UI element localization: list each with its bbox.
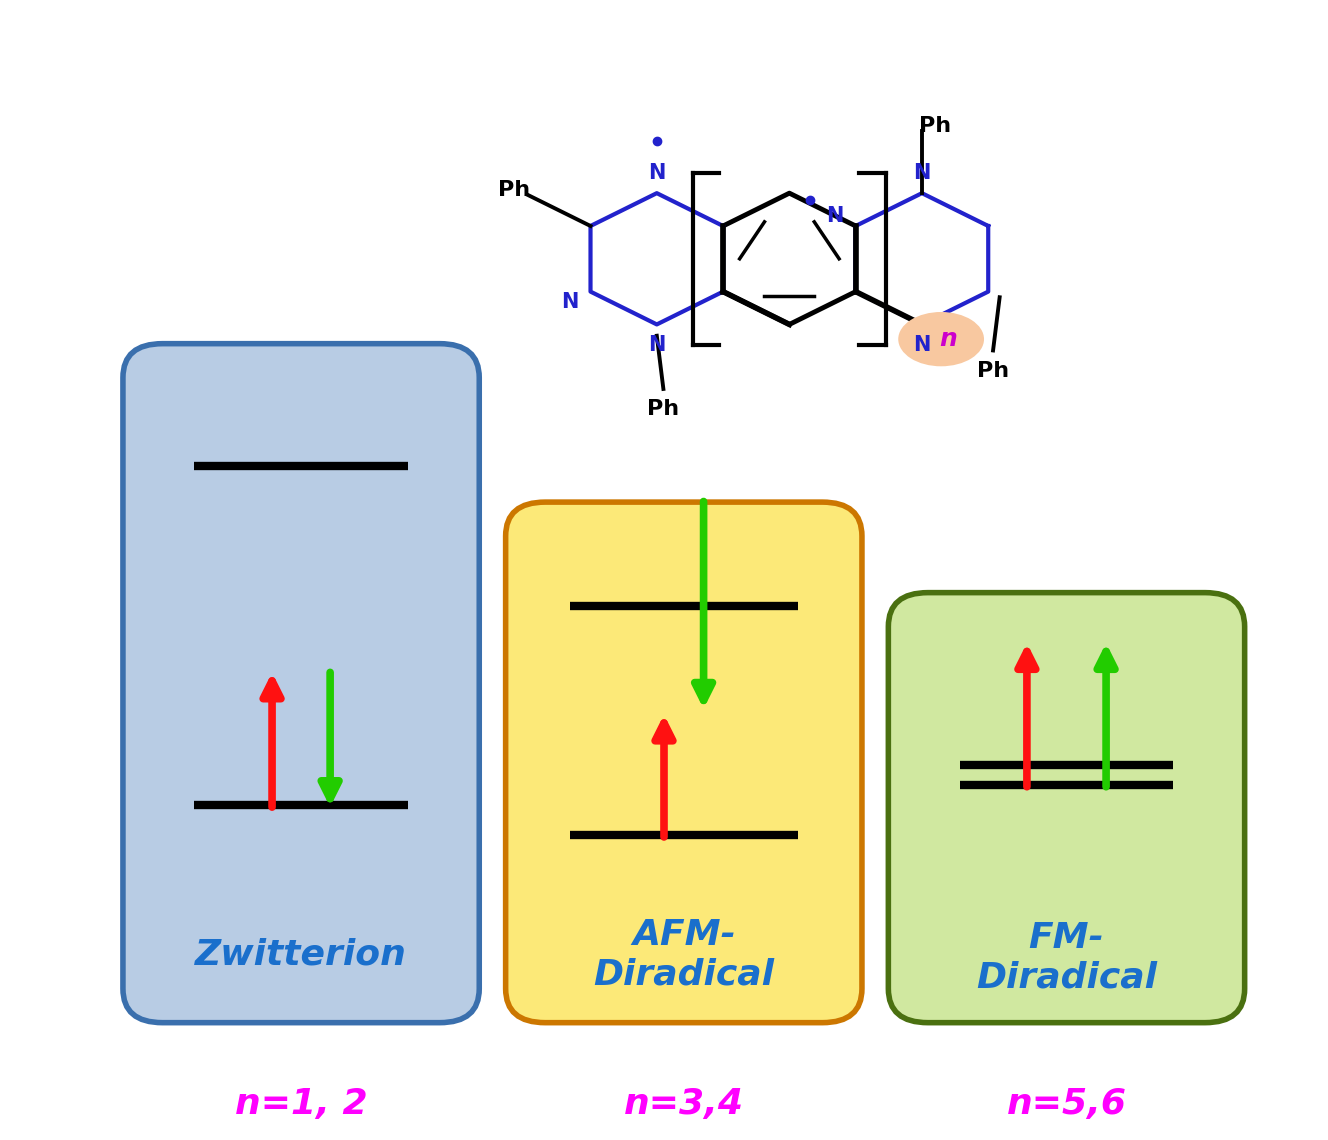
Text: N: N (562, 292, 579, 312)
Text: N: N (648, 163, 665, 182)
Text: Ph: Ph (647, 399, 680, 420)
Text: Ph: Ph (919, 116, 951, 137)
Text: N: N (914, 163, 931, 182)
Text: N: N (826, 206, 843, 226)
Text: FM-
Diradical: FM- Diradical (976, 921, 1157, 995)
Text: n=1, 2: n=1, 2 (235, 1088, 368, 1121)
Text: N: N (914, 335, 931, 355)
Text: Zwitterion: Zwitterion (195, 938, 406, 971)
Text: n=5,6: n=5,6 (1007, 1088, 1126, 1121)
Text: Ph: Ph (977, 361, 1009, 381)
Text: N: N (648, 335, 665, 355)
Text: Ph: Ph (498, 180, 530, 201)
Ellipse shape (898, 312, 984, 366)
FancyBboxPatch shape (888, 593, 1244, 1023)
Text: n=3,4: n=3,4 (624, 1088, 744, 1121)
FancyBboxPatch shape (506, 502, 862, 1023)
Text: n: n (939, 327, 956, 351)
FancyBboxPatch shape (124, 343, 479, 1023)
Text: AFM-
Diradical: AFM- Diradical (594, 919, 774, 992)
